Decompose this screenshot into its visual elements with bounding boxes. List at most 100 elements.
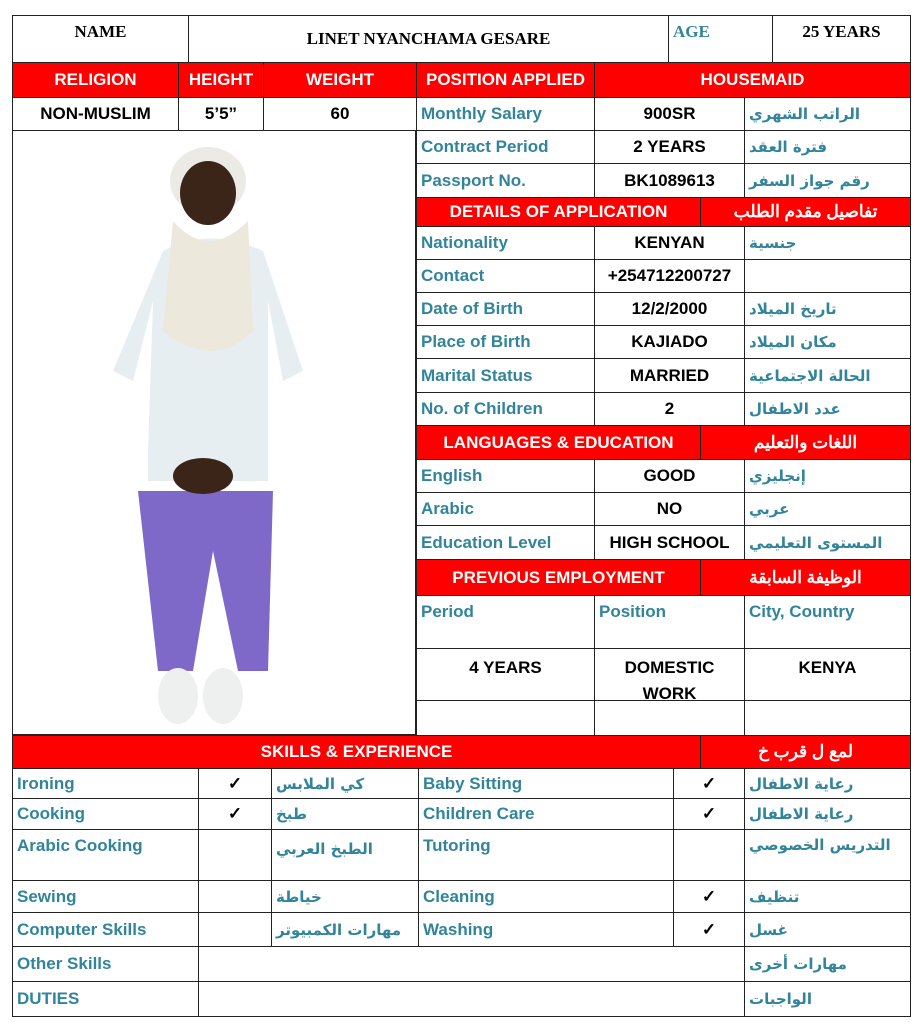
skill-arabic: التدريس الخصوصي xyxy=(744,829,911,881)
employment-header: Period xyxy=(416,595,595,649)
skill-label: Arabic Cooking xyxy=(12,829,199,881)
detail-row-label: No. of Children xyxy=(416,392,595,426)
height-header: HEIGHT xyxy=(178,62,264,98)
skill-arabic: كي الملابس xyxy=(271,768,419,799)
language-row-arabic: إنجليزي xyxy=(744,459,911,493)
language-row-value: GOOD xyxy=(594,459,745,493)
weight-value: 60 xyxy=(263,97,417,131)
position-value: HOUSEMAID xyxy=(594,62,911,98)
duties-label: DUTIES xyxy=(12,981,199,1017)
duties-value xyxy=(198,981,745,1017)
other-skills-arabic: مهارات أخرى xyxy=(744,946,911,982)
employment-cell: KENYA xyxy=(744,648,911,701)
detail-row-arabic: الحالة الاجتماعية xyxy=(744,358,911,393)
skill-arabic: خياطة xyxy=(271,880,419,913)
duties-arabic: الواجبات xyxy=(744,981,911,1017)
name-label: NAME xyxy=(12,15,189,63)
skill-label: Cleaning xyxy=(418,880,674,913)
skill-arabic: غسل xyxy=(744,912,911,947)
detail-row-label: Contact xyxy=(416,259,595,293)
details-title: DETAILS OF APPLICATION xyxy=(416,197,701,227)
skill-check xyxy=(198,912,272,947)
employment-empty-cell xyxy=(416,700,595,736)
skill-label: Baby Sitting xyxy=(418,768,674,799)
detail-row-arabic: تاريخ الميلاد xyxy=(744,292,911,326)
skill-check: ✓ xyxy=(198,798,272,830)
skill-arabic: رعاية الاطفال xyxy=(744,768,911,799)
skill-check: ✓ xyxy=(198,768,272,799)
skill-label: Tutoring xyxy=(418,829,674,881)
detail-row-value: KAJIADO xyxy=(594,325,745,359)
employment-title: PREVIOUS EMPLOYMENT xyxy=(416,559,701,596)
skill-arabic: تنظيف xyxy=(744,880,911,913)
detail-row-arabic: عدد الاطفال xyxy=(744,392,911,426)
skill-label: Washing xyxy=(418,912,674,947)
languages-title: LANGUAGES & EDUCATION xyxy=(416,425,701,460)
skill-check xyxy=(198,880,272,913)
skills-title: SKILLS & EXPERIENCE xyxy=(12,735,701,769)
applicant-figure xyxy=(113,147,303,724)
detail-row-label: Marital Status xyxy=(416,358,595,393)
language-row-arabic: عربي xyxy=(744,492,911,526)
skills-title-arabic: لمع ل قرب خ xyxy=(700,735,911,769)
skill-check xyxy=(198,829,272,881)
detail-row-value: KENYAN xyxy=(594,226,745,260)
age-label: AGE xyxy=(668,15,773,63)
language-row-arabic: المستوى التعليمي xyxy=(744,525,911,560)
skill-arabic: مهارات الكمبيوتر xyxy=(271,912,419,947)
position-label: POSITION APPLIED xyxy=(416,62,595,98)
skill-label: Cooking xyxy=(12,798,199,830)
other-skills-label: Other Skills xyxy=(12,946,199,982)
details-title-arabic: تفاصيل مقدم الطلب xyxy=(700,197,911,227)
employment-cell: 4 YEARS xyxy=(416,648,595,701)
skill-check: ✓ xyxy=(673,798,745,830)
contract-row-arabic: فترة العقد xyxy=(744,130,911,164)
contract-row-label: Monthly Salary xyxy=(416,97,595,131)
language-row-value: HIGH SCHOOL xyxy=(594,525,745,560)
applicant-photo xyxy=(12,130,416,735)
contract-row-label: Contract Period xyxy=(416,130,595,164)
skill-check: ✓ xyxy=(673,768,745,799)
detail-row-arabic xyxy=(744,259,911,293)
contract-row-value: 900SR xyxy=(594,97,745,131)
language-row-value: NO xyxy=(594,492,745,526)
contract-row-arabic: رقم جواز السفر xyxy=(744,163,911,198)
skill-check: ✓ xyxy=(673,880,745,913)
detail-row-arabic: جنسية xyxy=(744,226,911,260)
employment-header: City, Country xyxy=(744,595,911,649)
contract-row-value: 2 YEARS xyxy=(594,130,745,164)
skill-label: Sewing xyxy=(12,880,199,913)
skill-arabic: الطبخ العربي xyxy=(271,829,419,881)
language-row-label: English xyxy=(416,459,595,493)
contract-row-value: BK1089613 xyxy=(594,163,745,198)
detail-row-value: 12/2/2000 xyxy=(594,292,745,326)
skill-check xyxy=(673,829,745,881)
contract-row-label: Passport No. xyxy=(416,163,595,198)
employment-title-arabic: الوظيفة السابقة xyxy=(700,559,911,596)
applicant-age: 25 YEARS xyxy=(772,15,911,63)
detail-row-value: +254712200727 xyxy=(594,259,745,293)
detail-row-label: Date of Birth xyxy=(416,292,595,326)
skill-label: Children Care xyxy=(418,798,674,830)
employment-empty-cell xyxy=(594,700,745,736)
skill-label: Ironing xyxy=(12,768,199,799)
skill-label: Computer Skills xyxy=(12,912,199,947)
detail-row-label: Place of Birth xyxy=(416,325,595,359)
languages-title-arabic: اللغات والتعليم xyxy=(700,425,911,460)
employment-header: Position xyxy=(594,595,745,649)
employment-empty-cell xyxy=(744,700,911,736)
religion-value: NON-MUSLIM xyxy=(12,97,179,131)
height-value: 5’5” xyxy=(178,97,264,131)
detail-row-value: 2 xyxy=(594,392,745,426)
other-skills-value xyxy=(198,946,745,982)
skill-arabic: طبخ xyxy=(271,798,419,830)
detail-row-value: MARRIED xyxy=(594,358,745,393)
applicant-name: LINET NYANCHAMA GESARE xyxy=(188,15,669,63)
detail-row-label: Nationality xyxy=(416,226,595,260)
language-row-label: Arabic xyxy=(416,492,595,526)
contract-row-arabic: الراتب الشهري xyxy=(744,97,911,131)
weight-header: WEIGHT xyxy=(263,62,417,98)
employment-cell: DOMESTIC WORK xyxy=(594,648,745,701)
religion-header: RELIGION xyxy=(12,62,179,98)
skill-check: ✓ xyxy=(673,912,745,947)
